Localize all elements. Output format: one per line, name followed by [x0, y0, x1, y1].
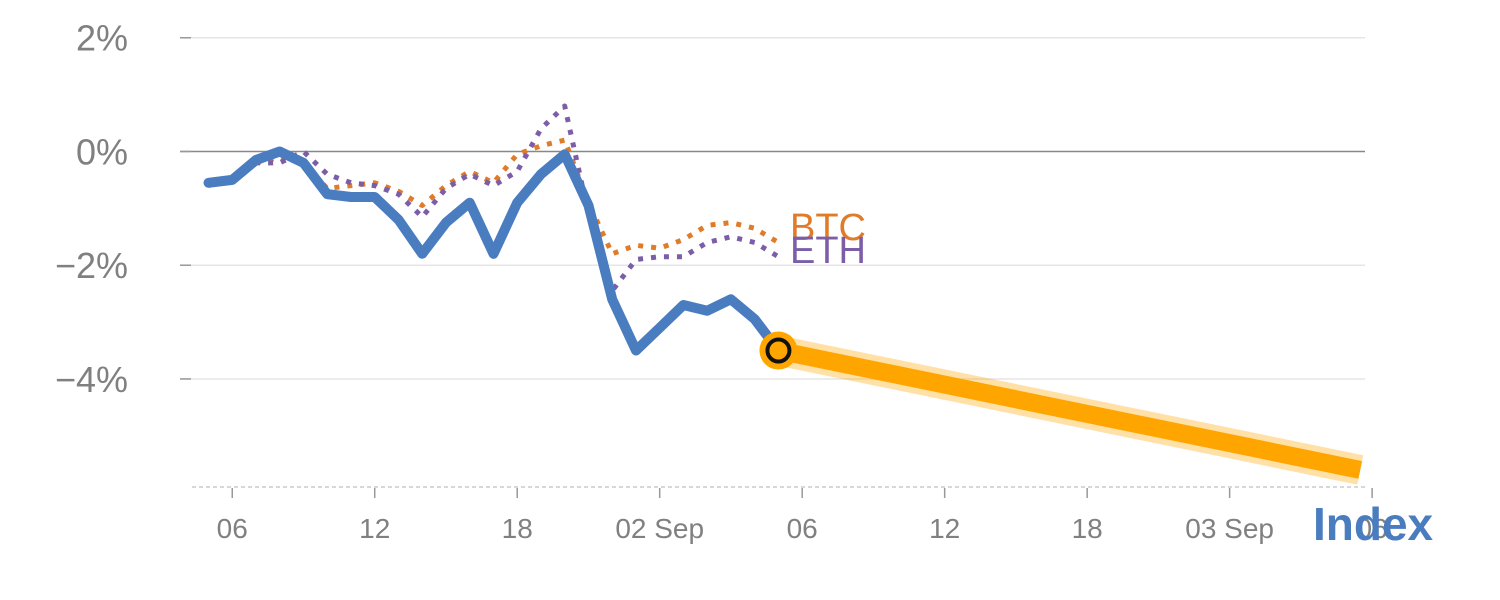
x-tick-label: 12	[929, 513, 960, 544]
x-tick-label: 18	[1072, 513, 1103, 544]
series-label-index: Index	[1313, 498, 1434, 550]
x-tick-label: 12	[359, 513, 390, 544]
x-tick-label: 06	[787, 513, 818, 544]
projection-layer	[759, 331, 1364, 485]
y-tick-label: 2%	[76, 18, 128, 59]
x-tick-label: 03 Sep	[1185, 513, 1274, 544]
series-label-eth: ETH	[790, 230, 866, 272]
series-line-eth	[207, 103, 780, 294]
series-layer	[203, 103, 784, 356]
y-tick-label: −4%	[55, 359, 128, 400]
grid-layer	[180, 36, 1365, 380]
x-axis: 06 12 18 02 Sep 06 12 18 03 Sep 06	[192, 486, 1388, 544]
y-tick-label: −2%	[55, 245, 128, 286]
x-tick-label: 06	[1357, 513, 1388, 544]
x-tick-label: 02 Sep	[615, 513, 704, 544]
x-tick-label: 18	[502, 513, 533, 544]
projection-marker	[765, 337, 792, 364]
y-axis: 2% 0% −2% −4%	[55, 18, 191, 400]
projection-line	[776, 341, 1363, 479]
y-tick-label: 0%	[76, 131, 128, 172]
series-label-btc: BTC	[790, 207, 866, 249]
series-line-index	[203, 146, 784, 356]
x-tick-label: 06	[217, 513, 248, 544]
series-labels: BTC ETH Index	[790, 207, 1434, 550]
